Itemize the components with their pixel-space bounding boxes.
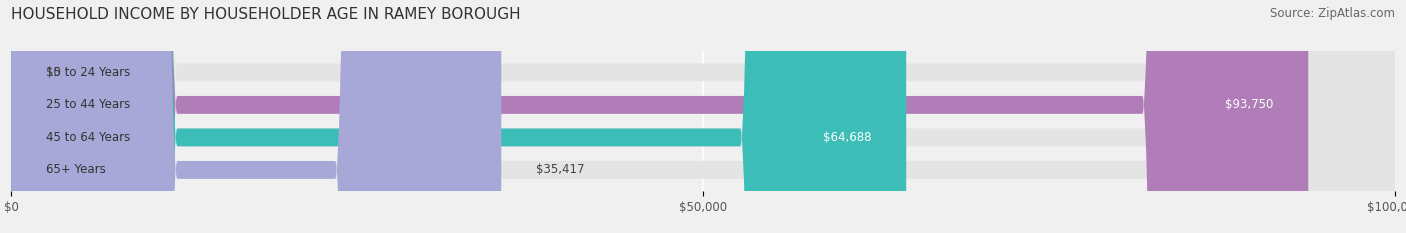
Text: 65+ Years: 65+ Years: [46, 163, 105, 176]
Text: 45 to 64 Years: 45 to 64 Years: [46, 131, 131, 144]
Text: $35,417: $35,417: [536, 163, 585, 176]
Text: 25 to 44 Years: 25 to 44 Years: [46, 98, 131, 111]
FancyBboxPatch shape: [11, 0, 1395, 233]
Text: $93,750: $93,750: [1225, 98, 1274, 111]
FancyBboxPatch shape: [11, 0, 502, 233]
Text: Source: ZipAtlas.com: Source: ZipAtlas.com: [1270, 7, 1395, 20]
FancyBboxPatch shape: [11, 0, 1395, 233]
FancyBboxPatch shape: [11, 0, 1309, 233]
FancyBboxPatch shape: [11, 0, 1395, 233]
Text: $0: $0: [46, 66, 60, 79]
Text: HOUSEHOLD INCOME BY HOUSEHOLDER AGE IN RAMEY BOROUGH: HOUSEHOLD INCOME BY HOUSEHOLDER AGE IN R…: [11, 7, 520, 22]
Text: 15 to 24 Years: 15 to 24 Years: [46, 66, 131, 79]
FancyBboxPatch shape: [11, 0, 907, 233]
Text: $64,688: $64,688: [823, 131, 872, 144]
FancyBboxPatch shape: [11, 0, 1395, 233]
